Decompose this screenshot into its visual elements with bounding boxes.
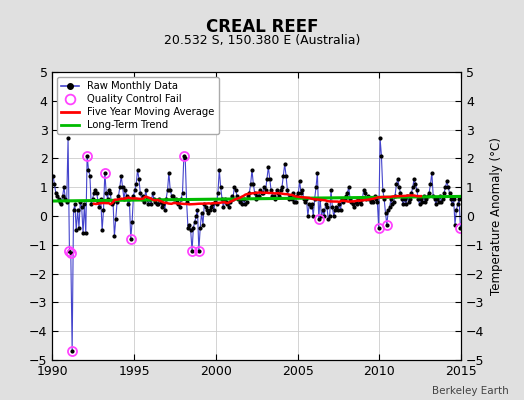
Text: 20.532 S, 150.380 E (Australia): 20.532 S, 150.380 E (Australia) [164,34,360,47]
Text: Berkeley Earth: Berkeley Earth [432,386,508,396]
Y-axis label: Temperature Anomaly (°C): Temperature Anomaly (°C) [490,137,503,295]
Text: CREAL REEF: CREAL REEF [206,18,318,36]
Legend: Raw Monthly Data, Quality Control Fail, Five Year Moving Average, Long-Term Tren: Raw Monthly Data, Quality Control Fail, … [58,77,219,134]
